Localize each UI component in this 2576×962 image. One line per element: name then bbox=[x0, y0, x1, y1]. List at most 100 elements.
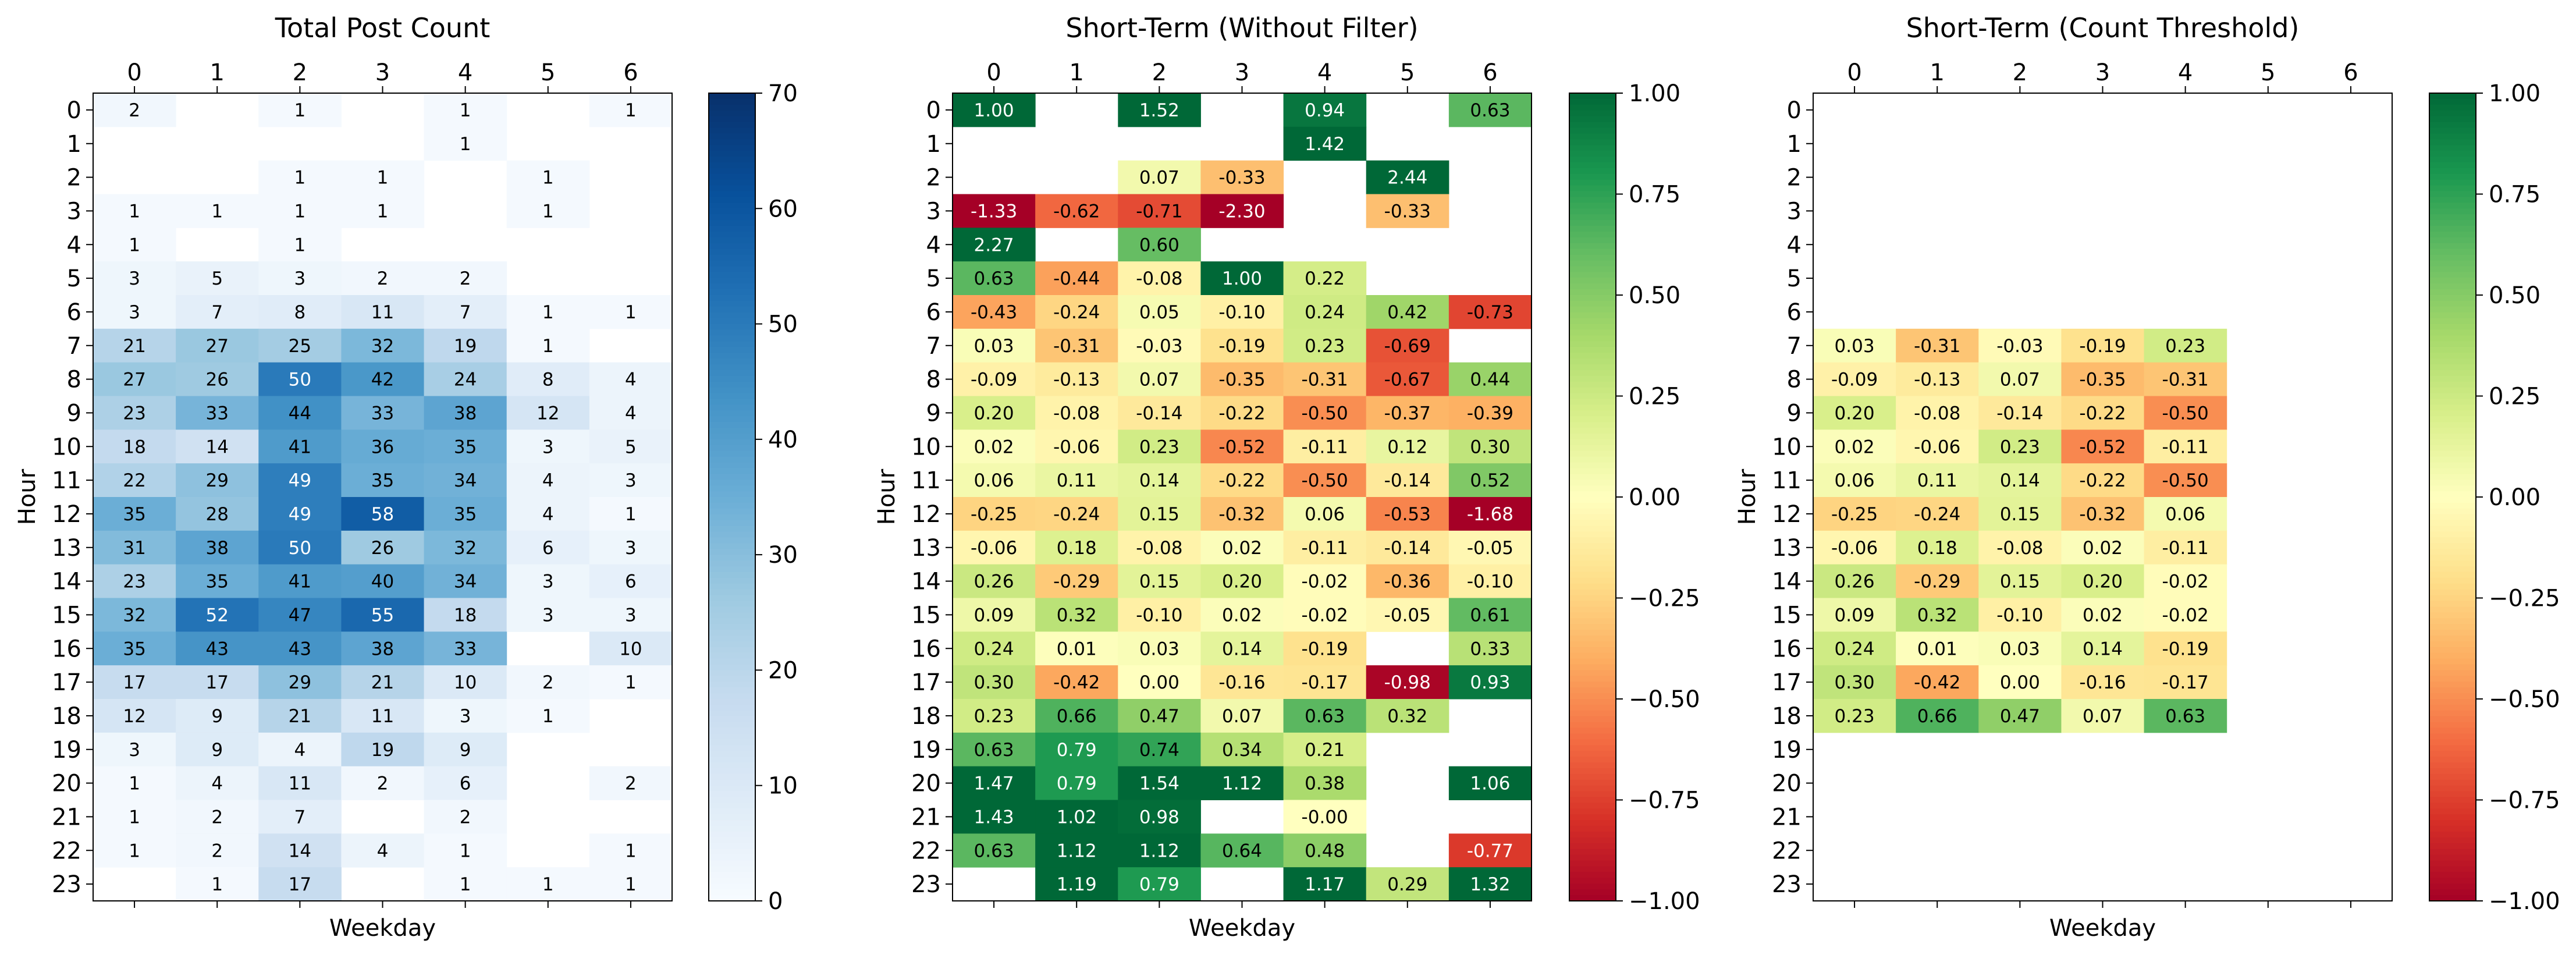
cell-value-label: 50 bbox=[289, 538, 311, 559]
colorbar-segment bbox=[709, 98, 755, 105]
cell-value-label: 0.23 bbox=[974, 706, 1014, 727]
cell-value-label: 2 bbox=[377, 773, 389, 794]
cell-value-label: 3 bbox=[542, 605, 554, 626]
colorbar-segment bbox=[2429, 658, 2476, 665]
cell-value-label: -0.03 bbox=[1996, 336, 2043, 357]
heatmap-cell bbox=[2144, 497, 2227, 531]
colorbar-segment bbox=[2429, 647, 2476, 654]
heatmap-cell bbox=[1035, 295, 1118, 329]
y-tick-label: 0 bbox=[926, 97, 941, 124]
heatmap-cell bbox=[341, 631, 425, 666]
heatmap-cell bbox=[341, 429, 425, 464]
y-tick-label: 13 bbox=[911, 535, 941, 562]
y-tick-label: 15 bbox=[911, 602, 941, 629]
colorbar-segment bbox=[1569, 157, 1616, 163]
heatmap-cell bbox=[1035, 328, 1118, 363]
heatmap-cell bbox=[1366, 598, 1449, 632]
colorbar-segment bbox=[2429, 324, 2476, 331]
colorbar-segment bbox=[1569, 98, 1616, 105]
heatmap-cell bbox=[258, 564, 342, 598]
colorbar-segment bbox=[2429, 779, 2476, 786]
heatmap-cell bbox=[258, 261, 342, 296]
cell-value-label: 0.05 bbox=[1139, 302, 1179, 323]
colorbar-segment bbox=[1569, 635, 1616, 642]
colorbar-segment bbox=[1569, 583, 1616, 590]
colorbar-segment bbox=[1569, 560, 1616, 567]
cell-value-label: 34 bbox=[454, 470, 477, 491]
heatmap-cell bbox=[953, 396, 1036, 430]
heatmap-cell bbox=[1200, 665, 1284, 700]
x-tick-label: 0 bbox=[1847, 59, 1861, 86]
y-tick-label: 14 bbox=[911, 569, 941, 595]
colorbar-segment bbox=[709, 531, 755, 538]
x-tick-label: 3 bbox=[1235, 59, 1249, 86]
cell-value-label: -0.22 bbox=[1218, 470, 1265, 491]
heatmap-cell bbox=[424, 328, 507, 363]
heatmap-cell bbox=[2061, 699, 2145, 733]
heatmap-cell bbox=[2144, 699, 2227, 733]
y-tick-label: 5 bbox=[67, 265, 81, 292]
heatmap-cell bbox=[1896, 631, 1979, 666]
cell-value-label: 0.02 bbox=[1222, 605, 1262, 626]
colorbar-segment bbox=[2429, 399, 2476, 405]
cell-value-label: -0.02 bbox=[2162, 605, 2209, 626]
heatmap-cell bbox=[258, 463, 342, 498]
y-tick-label: 10 bbox=[911, 434, 941, 460]
y-tick-label: 2 bbox=[1787, 165, 1802, 191]
heatmap-cell bbox=[1978, 396, 2062, 430]
heatmap-cell bbox=[1896, 497, 1979, 531]
x-tick-label: 5 bbox=[1400, 59, 1415, 86]
heatmap-cell bbox=[1283, 631, 1367, 666]
colorbar-segment bbox=[1569, 826, 1616, 832]
cell-value-label: -0.71 bbox=[1136, 201, 1182, 222]
y-tick-label: 19 bbox=[911, 737, 941, 764]
colorbar-segment bbox=[2429, 110, 2476, 117]
colorbar-segment bbox=[2429, 381, 2476, 388]
colorbar-segment bbox=[2429, 652, 2476, 659]
heatmap-cell bbox=[258, 699, 342, 733]
cell-value-label: 0.03 bbox=[1139, 638, 1179, 659]
y-tick-label: 22 bbox=[52, 837, 81, 864]
cell-value-label: -0.06 bbox=[1914, 436, 1960, 457]
colorbar-segment bbox=[709, 381, 755, 388]
colorbar-segment bbox=[709, 630, 755, 636]
heatmap-cell bbox=[589, 766, 673, 800]
colorbar-segment bbox=[709, 751, 755, 757]
heatmap-cell bbox=[93, 598, 176, 632]
colorbar-segment bbox=[709, 676, 755, 682]
y-axis-label: Hour bbox=[14, 468, 41, 525]
colorbar-segment bbox=[2429, 485, 2476, 492]
cell-value-label: 0.26 bbox=[1835, 571, 1875, 592]
cell-value-label: -0.52 bbox=[2079, 436, 2126, 457]
colorbar-segment bbox=[1569, 433, 1616, 440]
colorbar-segment bbox=[1569, 768, 1616, 775]
cell-value-label: 1.43 bbox=[974, 807, 1014, 828]
colorbar-segment bbox=[2429, 595, 2476, 602]
y-tick-label: 17 bbox=[52, 669, 81, 696]
heatmap-cell bbox=[1200, 598, 1284, 632]
cell-value-label: -0.05 bbox=[1384, 605, 1431, 626]
colorbar-segment bbox=[1569, 860, 1616, 867]
colorbar-segment bbox=[709, 508, 755, 515]
colorbar-segment bbox=[709, 555, 755, 561]
colorbar-segment bbox=[1569, 779, 1616, 786]
heatmap-cell bbox=[1035, 598, 1118, 632]
colorbar-segment bbox=[1569, 208, 1616, 215]
heatmap-cell bbox=[1978, 463, 2062, 498]
colorbar-segment bbox=[1569, 652, 1616, 659]
colorbar-segment bbox=[709, 491, 755, 498]
colorbar-segment bbox=[1569, 537, 1616, 544]
colorbar-segment bbox=[1569, 571, 1616, 578]
cell-value-label: 0.63 bbox=[1470, 100, 1510, 121]
cell-value-label: -0.67 bbox=[1384, 370, 1431, 391]
heatmap-cell bbox=[589, 833, 673, 868]
y-tick-label: 20 bbox=[52, 771, 81, 797]
cell-value-label: 47 bbox=[289, 605, 311, 626]
colorbar-segment bbox=[709, 647, 755, 654]
y-tick-label: 3 bbox=[926, 198, 941, 225]
colorbar-segment bbox=[709, 347, 755, 353]
colorbar-segment bbox=[709, 589, 755, 596]
colorbar-segment bbox=[709, 404, 755, 411]
heatmap-cell bbox=[1448, 530, 1532, 565]
